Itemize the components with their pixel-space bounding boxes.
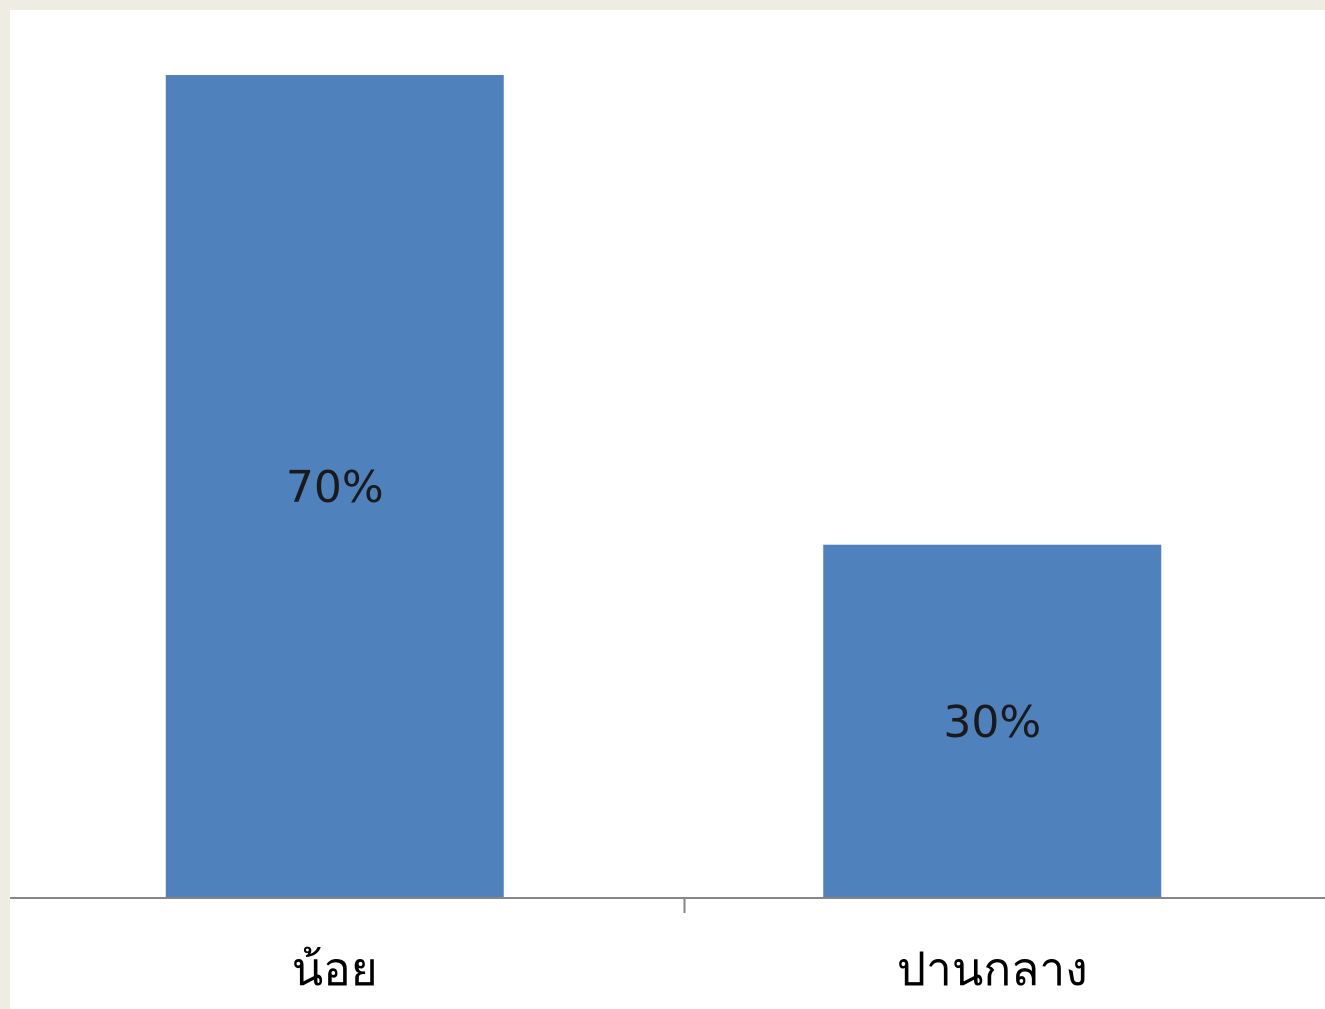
data-label-2: 30% [943, 697, 1041, 748]
category-label-2: ปานกลาง [897, 942, 1088, 996]
data-label-1: 70% [286, 462, 384, 513]
category-label-1: น้อย [292, 942, 378, 996]
x-axis [10, 898, 1325, 913]
category-labels-layer: น้อย ปานกลาง [292, 942, 1088, 996]
chart-area: 70% 30% น้อย ปานกลาง [10, 10, 1325, 1009]
bar-chart: 70% 30% น้อย ปานกลาง [10, 10, 1325, 1009]
